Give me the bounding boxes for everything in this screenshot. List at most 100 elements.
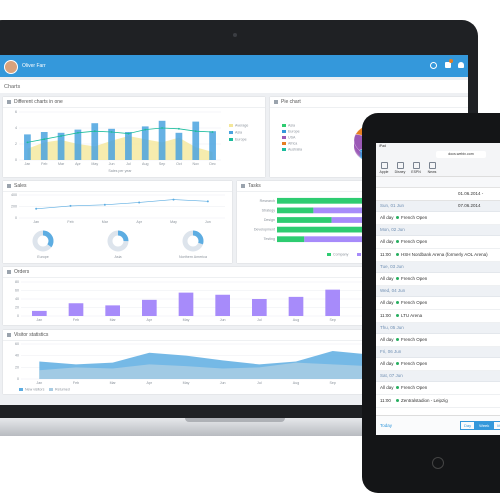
event[interactable]: 11:00 HSH Nordbank Arena (formerly AOL Ar… <box>376 249 500 262</box>
panel-header: Different charts in one <box>3 97 265 108</box>
bar <box>141 126 149 160</box>
bar <box>178 292 194 316</box>
x-tick-label: Aug <box>293 381 299 385</box>
tab[interactable]: News <box>424 160 440 176</box>
gauge-value <box>32 230 54 252</box>
legend-swatch <box>282 124 286 127</box>
event[interactable]: All day French Open <box>376 334 500 347</box>
x-tick-label: May <box>170 220 177 224</box>
today-button[interactable]: Today <box>380 423 393 428</box>
home-button[interactable] <box>432 457 444 469</box>
y-tick-label: Development <box>254 228 275 232</box>
bar <box>209 131 216 160</box>
panel-header: Pie chart <box>270 97 468 108</box>
event[interactable]: All day French Open <box>376 273 500 286</box>
page-title: Charts <box>4 84 21 90</box>
x-tick-label: Sep <box>329 318 335 322</box>
y-tick-label: Design <box>264 218 275 222</box>
point <box>77 131 79 134</box>
y-tick-label: 60 <box>15 342 19 346</box>
event-title: LTU Arena <box>401 313 423 318</box>
legend-label: Europe <box>288 129 300 133</box>
event-dot <box>396 338 399 342</box>
x-tick-label: Apr <box>147 381 153 385</box>
day-header: Sun, 01 Jun <box>376 201 500 212</box>
event-dot <box>396 362 399 366</box>
bell-icon[interactable] <box>458 62 464 68</box>
bar <box>125 132 132 160</box>
status-bar: iPad <box>376 143 500 150</box>
point <box>43 138 46 141</box>
bar <box>325 289 340 316</box>
event[interactable]: All day French Open <box>376 358 500 371</box>
x-tick-label: Jun <box>205 220 211 224</box>
event-title: Zentralstadion - Leipzig <box>401 398 448 403</box>
tab[interactable]: Disney <box>392 160 408 176</box>
point <box>103 203 106 206</box>
event[interactable]: All day French Open <box>376 382 500 395</box>
legend-label: Company <box>333 252 349 256</box>
event[interactable]: All day French Open <box>376 297 500 310</box>
panel-title: Different charts in one <box>14 99 63 105</box>
legend-swatch <box>19 388 23 391</box>
x-tick-label: Jun <box>220 318 226 322</box>
area <box>39 362 443 379</box>
event[interactable]: All day French Open <box>376 212 500 225</box>
tab[interactable]: Apple <box>376 160 392 176</box>
panel-title: Sales <box>14 183 27 189</box>
x-tick-label: Aug <box>142 162 148 166</box>
day-header: Wed, 04 Jun <box>376 286 500 297</box>
x-tick-label: Aug <box>293 318 299 322</box>
legend-label: Asia <box>288 123 295 127</box>
event[interactable]: All day French Open <box>376 236 500 249</box>
panel-header: Orders <box>3 267 468 278</box>
tab-icon <box>412 162 420 169</box>
tab-label: ESPN <box>411 170 421 174</box>
legend-label: Europe <box>235 137 247 141</box>
legend-swatch <box>282 142 286 145</box>
event-title: French Open <box>401 385 428 390</box>
event[interactable]: 11:00 Zentralstadion - Leipzig <box>376 395 500 408</box>
legend-label: USA <box>288 135 296 139</box>
laptop-notch <box>185 418 285 422</box>
user-name[interactable]: Oliver Farr <box>22 63 46 69</box>
bar <box>288 296 304 316</box>
legend-label: Asia <box>235 130 242 134</box>
y-tick-label: 40 <box>15 297 19 301</box>
legend-label: Australia <box>288 147 302 151</box>
view-button[interactable]: Day <box>460 421 476 430</box>
search-icon[interactable] <box>430 62 437 69</box>
gauge-value <box>182 230 204 252</box>
tab[interactable]: ESPN <box>408 160 424 176</box>
bar <box>57 132 65 160</box>
mail-icon[interactable] <box>445 62 451 68</box>
area <box>27 136 213 160</box>
x-tick-label: Dec <box>209 162 216 166</box>
event-time: 11:00 <box>380 313 391 318</box>
event-title: French Open <box>401 215 428 220</box>
x-tick-label: Mar <box>110 318 117 322</box>
view-button[interactable]: Month <box>493 421 500 430</box>
y-tick-label: 6 <box>15 110 17 114</box>
view-button[interactable]: Week <box>475 421 494 430</box>
url[interactable]: docs.webix.com <box>436 151 486 158</box>
avatar[interactable] <box>4 60 18 74</box>
y-tick-label: 0 <box>15 216 17 220</box>
x-tick-label: May <box>183 318 190 322</box>
event-title: French Open <box>401 276 428 281</box>
y-tick-label: 0 <box>15 158 17 162</box>
bar <box>277 226 405 233</box>
bar <box>91 123 99 160</box>
point <box>206 200 209 203</box>
gauge-label: Northern America <box>179 255 207 259</box>
event[interactable]: 11:00 LTU Arena <box>376 310 500 323</box>
bar <box>215 294 230 316</box>
badge <box>449 59 453 63</box>
camera <box>233 33 237 37</box>
x-tick-label: Jul <box>257 381 262 385</box>
toolbar <box>376 177 500 188</box>
legend-swatch <box>229 138 233 141</box>
legend-swatch <box>282 130 286 133</box>
tab-label: News <box>427 170 437 174</box>
date-range: 01.06.2014 - 07.06.2014 <box>458 191 484 208</box>
